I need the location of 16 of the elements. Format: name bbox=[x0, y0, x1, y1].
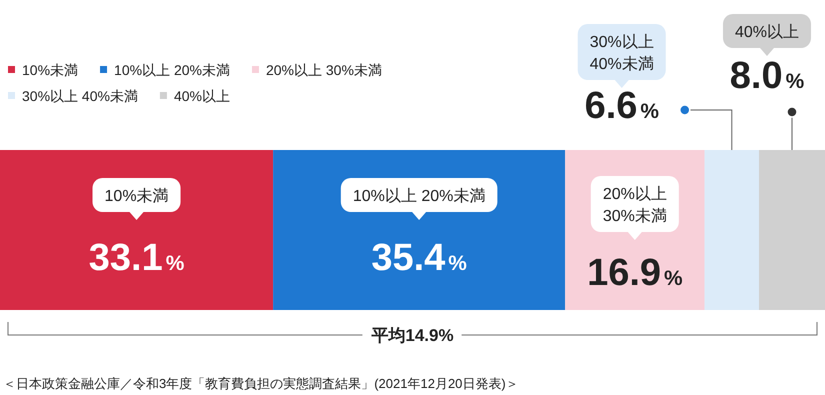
data-label: 35.4% bbox=[371, 237, 468, 279]
text: 平均14.9% bbox=[370, 326, 454, 345]
data-label: 6.6% bbox=[584, 85, 660, 127]
legend-label: 10%以上 20%未満 bbox=[114, 62, 230, 78]
legend-label: 10%未満 bbox=[22, 62, 78, 78]
bar bbox=[759, 150, 825, 310]
data-label: 33.1% bbox=[88, 237, 185, 279]
bar bbox=[273, 150, 566, 310]
legend-label: 40%以上 bbox=[174, 88, 230, 104]
bar bbox=[0, 150, 274, 310]
data-label: 8.0% bbox=[730, 55, 805, 97]
bar bbox=[704, 150, 759, 310]
legend-label: 30%以上 40%未満 bbox=[22, 88, 138, 104]
data-label: 16.9% bbox=[587, 252, 684, 294]
text: ＜日本政策金融公庫／令和3年度「教育費負担の実態調査結果」(2021年12月20日発表)＞ bbox=[3, 376, 519, 391]
legend-label: 20%以上 30%未満 bbox=[266, 62, 382, 78]
